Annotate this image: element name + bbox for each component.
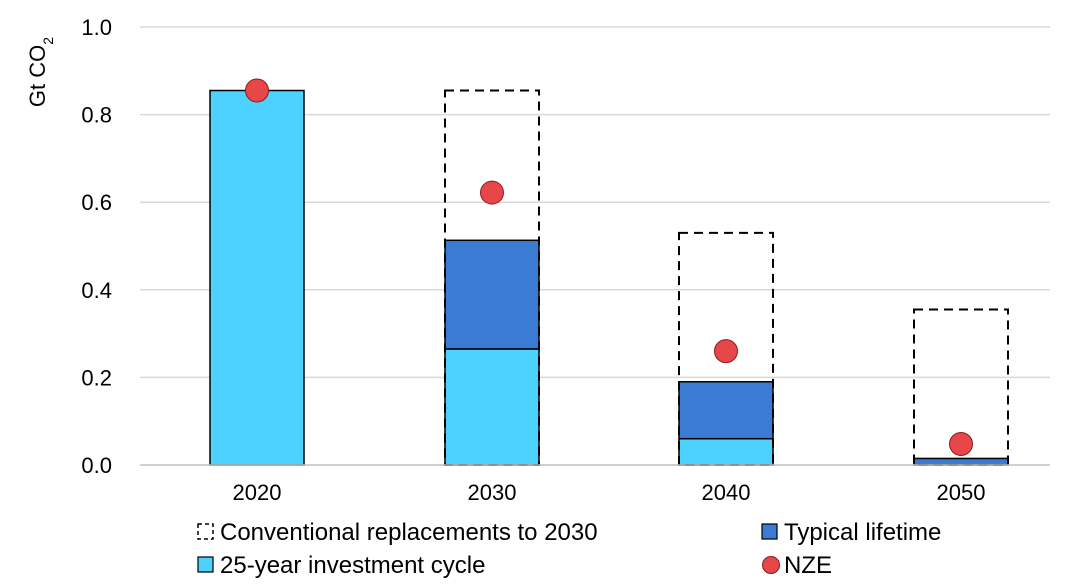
x-tick-label: 2040 <box>702 480 751 505</box>
nze-marker <box>480 180 504 205</box>
nze-marker <box>245 78 269 103</box>
bar-segment <box>209 89 305 466</box>
legend-label: NZE <box>784 552 832 579</box>
y-tick-label: 0.2 <box>81 365 112 390</box>
bars <box>209 89 1009 466</box>
y-tick-label: 0.8 <box>81 103 112 128</box>
bar-segment <box>444 239 540 350</box>
y-tick-label: 0.4 <box>81 278 112 303</box>
x-tick-labels: 2020 2030 2040 2050 <box>233 480 986 505</box>
legend-swatch-nze <box>762 556 780 574</box>
x-tick-label: 2030 <box>468 480 517 505</box>
y-tick-labels: 0.0 0.2 0.4 0.6 0.8 1.0 <box>81 15 112 478</box>
y-tick-label: 1.0 <box>81 15 112 40</box>
x-tick-label: 2050 <box>937 480 986 505</box>
y-tick-label: 0.6 <box>81 190 112 215</box>
bar-segment <box>678 437 774 466</box>
x-tick-label: 2020 <box>233 480 282 505</box>
nze-marker <box>714 339 738 364</box>
legend: Conventional replacements to 2030 Typical… <box>197 519 941 579</box>
dashed-outline-bar <box>913 308 1009 467</box>
nze-markers <box>245 78 973 456</box>
y-axis-label-subscript: 2 <box>40 37 56 45</box>
y-axis-label-main: Gt CO <box>25 45 50 107</box>
legend-label: Conventional replacements to 2030 <box>220 519 598 546</box>
legend-label: Typical lifetime <box>784 519 941 546</box>
y-axis-label: Gt CO2 <box>25 37 56 107</box>
nze-marker <box>949 431 973 456</box>
dashed-outline-bar <box>678 231 774 466</box>
y-tick-label: 0.0 <box>81 453 112 478</box>
bar-segment <box>678 381 774 440</box>
bar-segment <box>444 348 540 466</box>
legend-swatch-conventional <box>197 523 214 540</box>
legend-swatch <box>761 523 778 540</box>
legend-swatch <box>197 556 214 573</box>
legend-label: 25-year investment cycle <box>220 552 485 579</box>
